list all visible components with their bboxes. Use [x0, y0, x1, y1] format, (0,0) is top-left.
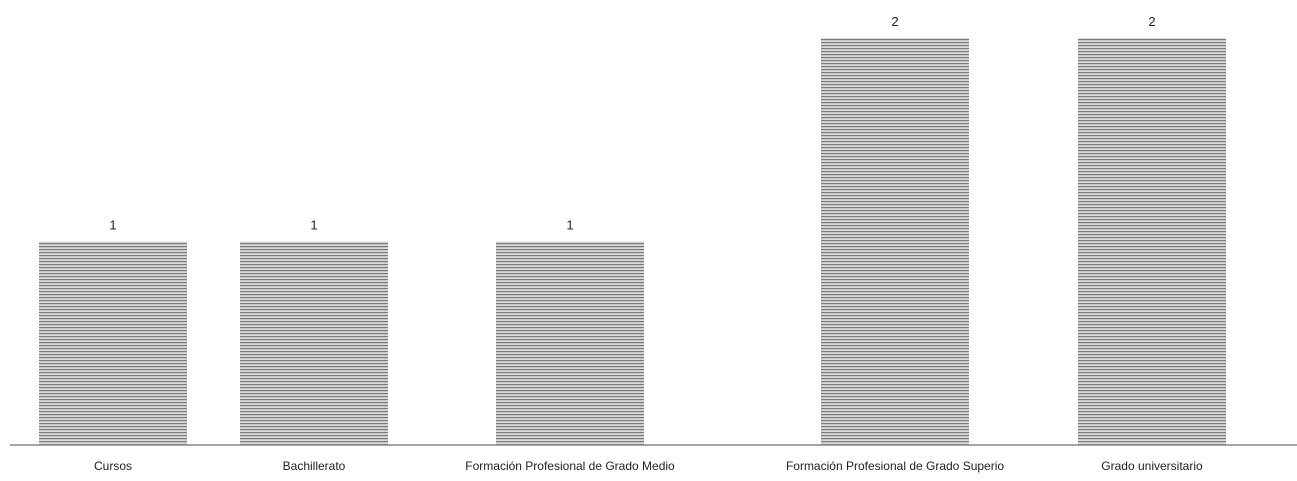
data-label-3: 1 [566, 218, 573, 233]
category-label-3: Formación Profesional de Grado Medio [465, 459, 675, 473]
data-label-4: 2 [891, 14, 898, 29]
category-label-2: Bachillerato [283, 459, 346, 473]
bar-2 [240, 242, 388, 446]
data-label-5: 2 [1148, 14, 1155, 29]
bar-3 [496, 242, 644, 446]
bar-1 [39, 242, 187, 446]
category-label-4: Formación Profesional de Grado Superio [786, 459, 1004, 473]
bar-5 [1078, 38, 1226, 445]
category-label-1: Cursos [94, 459, 132, 473]
data-label-1: 1 [109, 218, 116, 233]
bar-4 [821, 38, 969, 445]
category-label-5: Grado universitario [1101, 459, 1203, 473]
bars-layer [39, 38, 1226, 445]
data-label-2: 1 [310, 218, 317, 233]
